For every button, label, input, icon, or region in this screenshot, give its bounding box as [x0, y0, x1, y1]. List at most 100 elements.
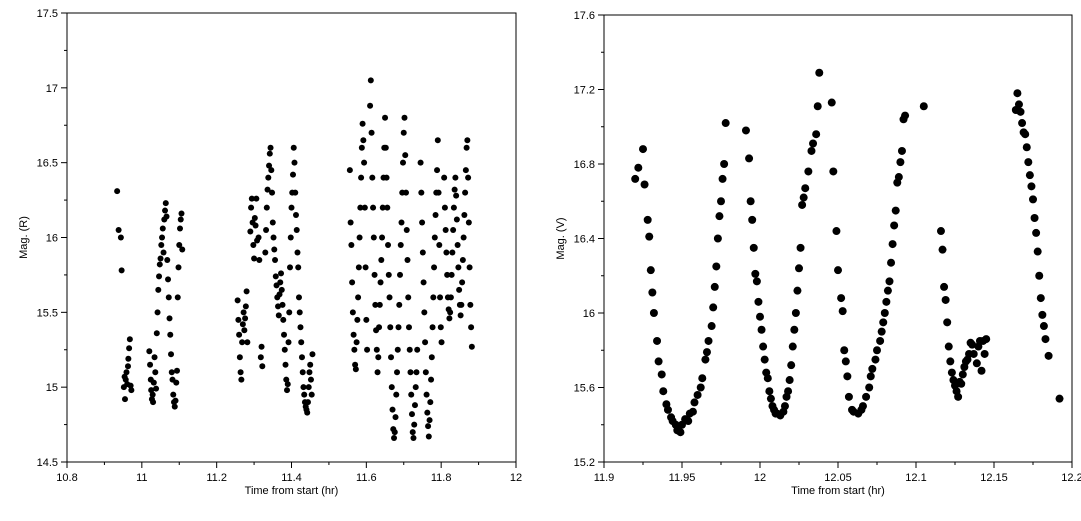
data-point [372, 301, 379, 308]
data-point [690, 398, 699, 407]
data-point [162, 200, 169, 207]
data-point [374, 369, 381, 376]
data-point [422, 369, 429, 376]
data-point [795, 264, 803, 273]
data-point [147, 361, 154, 368]
data-point [354, 316, 361, 323]
data-point [413, 369, 420, 376]
data-point [434, 167, 441, 174]
data-point [174, 367, 181, 374]
x-tick-label: 11.9 [594, 472, 615, 484]
data-point [281, 331, 288, 338]
data-point [271, 246, 278, 253]
data-point [410, 435, 417, 442]
data-point [361, 159, 368, 166]
data-point [411, 402, 418, 409]
data-point [307, 376, 314, 383]
data-point [721, 119, 730, 128]
data-point [1024, 158, 1033, 167]
data-point [437, 294, 444, 301]
data-point [264, 186, 271, 193]
data-point [125, 355, 132, 362]
x-tick-label: 12 [754, 472, 766, 484]
data-point [402, 152, 409, 159]
data-point [1036, 294, 1045, 303]
right-panel: 11.9 11.95 12 12.05 12.1 12.15 12.2 15.2 15.6 16 1… [555, 10, 1081, 497]
data-point [118, 267, 125, 274]
x-tick-label: 11.95 [669, 472, 696, 484]
data-point [397, 241, 404, 248]
data-point [114, 188, 121, 195]
data-point [639, 145, 647, 154]
data-point [160, 249, 167, 256]
data-point [425, 433, 432, 440]
data-point [355, 294, 362, 301]
data-point [441, 174, 448, 181]
data-point [1035, 271, 1044, 280]
data-point [352, 361, 359, 368]
data-point [873, 346, 881, 355]
data-point [1021, 130, 1030, 139]
y-axis-title: Mag. (V) [555, 217, 567, 259]
data-point [367, 102, 374, 109]
data-point [357, 204, 364, 211]
data-point [422, 339, 429, 346]
y-tick-label: 14.5 [37, 457, 58, 469]
data-point [385, 241, 392, 248]
data-point [468, 343, 475, 350]
data-point [649, 309, 658, 317]
data-point [876, 336, 885, 345]
data-point [349, 309, 356, 316]
data-point [350, 331, 357, 338]
data-point [296, 309, 303, 316]
data-point [284, 387, 291, 394]
data-point [276, 291, 283, 298]
data-point [425, 423, 432, 430]
data-point [868, 364, 877, 373]
data-point [419, 249, 426, 256]
data-point [178, 210, 185, 217]
data-point [367, 77, 374, 84]
x-tick-label: 10.8 [56, 472, 77, 484]
data-point [447, 294, 454, 301]
data-point [301, 391, 308, 398]
data-point [462, 189, 469, 196]
data-point [238, 376, 245, 383]
data-point [400, 129, 407, 136]
data-point [278, 286, 285, 293]
data-point [262, 249, 269, 256]
x-tick-label: 12.15 [980, 472, 1008, 484]
data-point [272, 273, 279, 280]
data-point [168, 369, 175, 376]
data-point [268, 167, 275, 174]
data-point [676, 428, 685, 437]
data-point [709, 303, 718, 312]
data-point [126, 336, 133, 343]
data-point [408, 391, 415, 398]
data-point [248, 195, 255, 202]
data-point [396, 301, 403, 308]
data-point [813, 102, 822, 111]
data-point [275, 312, 282, 319]
data-point [982, 335, 991, 344]
data-point [829, 167, 838, 176]
data-point [702, 348, 711, 357]
data-point [707, 322, 716, 331]
data-point [171, 403, 178, 410]
data-point [375, 354, 382, 361]
data-point [756, 312, 764, 321]
data-point [450, 227, 457, 234]
data-point [1041, 335, 1050, 344]
data-point [405, 324, 412, 331]
data-point [763, 374, 772, 383]
data-point [435, 189, 442, 196]
data-point [1030, 214, 1039, 223]
data-point [156, 273, 163, 280]
data-point [946, 357, 955, 366]
data-point [443, 249, 450, 256]
data-point [796, 243, 805, 252]
data-point [877, 327, 886, 336]
data-point [393, 391, 400, 398]
data-point [281, 346, 288, 353]
data-point [760, 355, 769, 364]
